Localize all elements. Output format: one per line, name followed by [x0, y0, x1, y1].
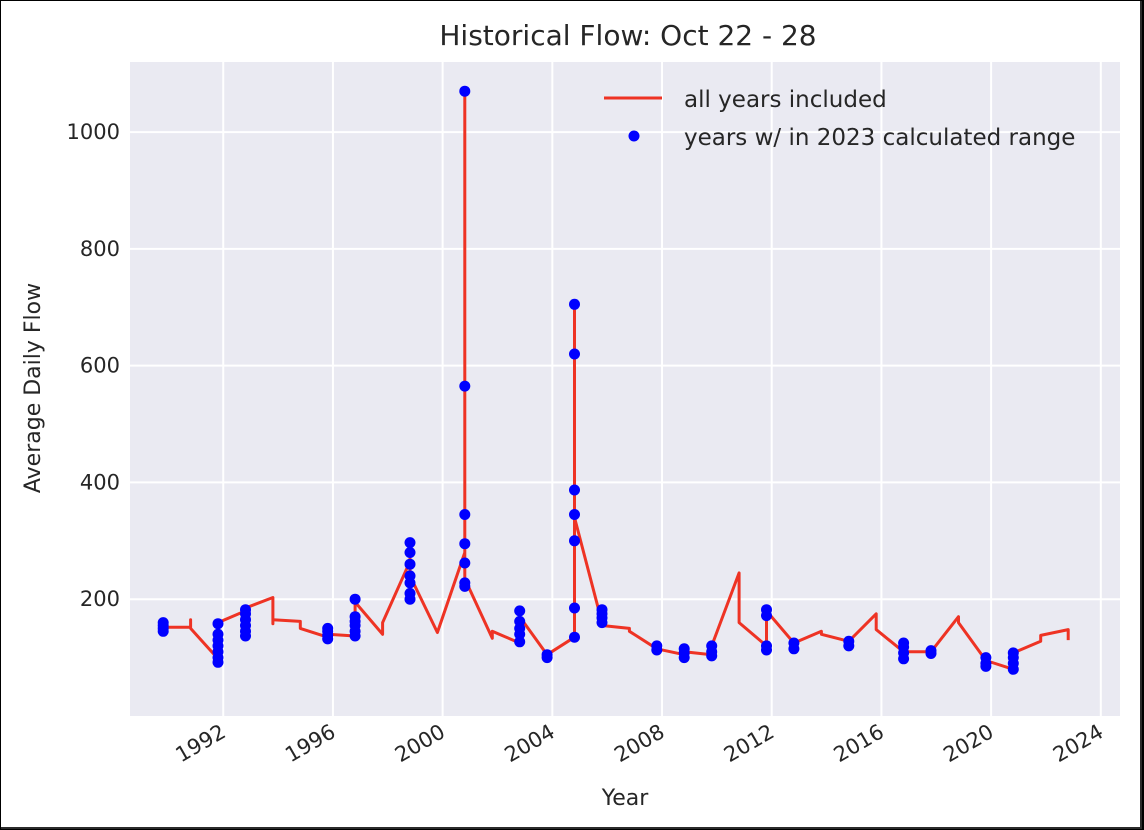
- y-tick-label: 400: [80, 470, 120, 494]
- data-point-marker: [541, 652, 553, 664]
- data-point-marker: [404, 577, 416, 589]
- data-point-marker: [212, 656, 224, 668]
- data-point-marker: [240, 630, 251, 642]
- data-point-marker: [349, 630, 361, 642]
- data-point-marker: [404, 537, 416, 549]
- data-point-marker: [459, 509, 471, 520]
- data-point-marker: [459, 85, 471, 97]
- plot-area: [130, 62, 1120, 716]
- data-point-marker: [569, 509, 580, 520]
- legend: all years included years w/ in 2023 calc…: [604, 87, 1075, 151]
- data-point-marker: [514, 605, 526, 617]
- data-point-marker: [404, 558, 416, 570]
- data-point-marker: [678, 652, 690, 664]
- data-point-marker: [980, 660, 992, 672]
- x-tick-label: 2016: [830, 720, 888, 768]
- legend-entry-markers: years w/ in 2023 calculated range: [684, 125, 1075, 151]
- data-point-marker: [569, 602, 580, 614]
- x-axis-label: Year: [601, 786, 650, 811]
- data-point-marker: [349, 593, 361, 605]
- x-tick-label: 2000: [391, 720, 449, 768]
- legend-marker-swatch: [628, 130, 640, 142]
- data-point-marker: [898, 653, 910, 665]
- data-point-marker: [569, 631, 580, 643]
- data-point-marker: [596, 617, 608, 629]
- x-tick-label: 2020: [939, 720, 997, 768]
- data-point-marker: [322, 633, 334, 645]
- y-tick-label: 600: [80, 354, 120, 378]
- x-tick-label: 1996: [281, 720, 339, 768]
- data-point-marker: [569, 535, 580, 547]
- data-point-marker: [761, 610, 772, 622]
- data-point-marker: [569, 484, 580, 496]
- data-point-marker: [651, 644, 663, 656]
- data-point-marker: [514, 636, 526, 648]
- data-point-marker: [404, 547, 416, 558]
- x-tick-label: 2008: [610, 720, 668, 768]
- x-tick-label: 2012: [720, 720, 778, 768]
- y-tick-labels: 200 400 600 800 1000: [67, 120, 120, 611]
- grid-lines: [130, 62, 1120, 716]
- data-point-marker: [569, 298, 580, 310]
- data-point-marker: [459, 538, 471, 550]
- data-point-marker: [404, 593, 416, 605]
- data-point-marker: [925, 648, 937, 659]
- chart-title: Historical Flow: Oct 22 - 28: [439, 19, 816, 52]
- data-point-marker: [459, 557, 471, 569]
- y-tick-label: 1000: [67, 120, 120, 144]
- x-tick-label: 2024: [1049, 720, 1107, 768]
- data-point-marker: [761, 644, 772, 656]
- y-axis-label: Average Daily Flow: [21, 283, 46, 493]
- data-point-marker: [459, 580, 471, 592]
- data-point-marker: [1007, 663, 1019, 675]
- y-tick-label: 800: [80, 237, 120, 261]
- data-point-marker: [157, 625, 169, 637]
- x-tick-labels: 1992 1996 2000 2004 2008 2012 2016 2020 2024: [171, 720, 1107, 768]
- data-point-marker: [788, 643, 800, 655]
- data-point-marker: [569, 348, 580, 360]
- series-line-all-years: [161, 89, 1070, 671]
- y-tick-label: 200: [80, 587, 120, 611]
- legend-entry-line: all years included: [684, 87, 887, 113]
- data-point-marker: [212, 618, 224, 630]
- series-group: [157, 85, 1070, 675]
- data-point-marker: [843, 640, 855, 652]
- x-tick-label: 1992: [171, 720, 229, 768]
- data-point-marker: [459, 380, 471, 392]
- data-point-marker: [706, 650, 718, 662]
- x-tick-label: 2004: [501, 720, 559, 768]
